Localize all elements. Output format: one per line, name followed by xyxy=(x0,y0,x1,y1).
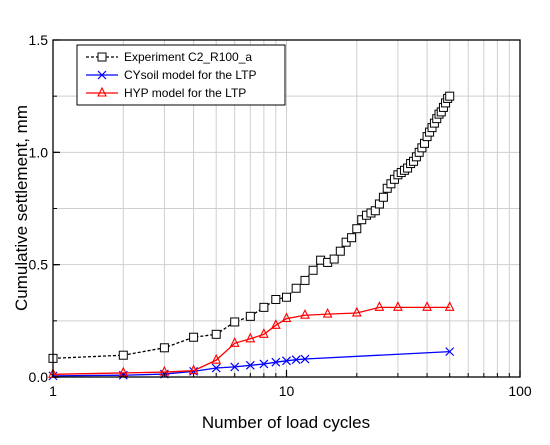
data-point-square xyxy=(118,350,128,360)
data-point-x xyxy=(271,357,281,367)
data-point-square xyxy=(189,332,199,342)
data-point-x xyxy=(291,355,301,365)
legend-item: HYP model for the LTP xyxy=(86,86,246,100)
x-tick-label: 1 xyxy=(49,383,57,399)
data-point-x xyxy=(445,347,455,357)
data-point-x-stroke xyxy=(300,354,310,364)
data-point-square xyxy=(245,311,255,321)
data-point-square xyxy=(308,265,318,275)
data-point-triangle xyxy=(229,337,240,347)
data-point-square xyxy=(259,302,269,312)
y-axis-title: Cumulative settlement, mm xyxy=(12,105,31,311)
legend-item: Experiment C2_R100_a xyxy=(86,50,252,64)
data-point-triangle xyxy=(245,332,256,343)
data-point-x-stroke xyxy=(282,356,291,366)
series-1 xyxy=(48,91,455,363)
x-tick-label: 10 xyxy=(279,383,295,399)
series-layer xyxy=(48,91,455,381)
y-tick-label: 1.5 xyxy=(29,32,49,48)
data-point-square xyxy=(329,254,339,264)
data-point-x-stroke xyxy=(271,357,281,367)
data-point-square xyxy=(335,246,345,256)
data-point-triangle xyxy=(281,312,292,323)
data-point-square xyxy=(445,91,455,101)
data-point-triangle xyxy=(211,353,222,364)
legend-label: Experiment C2_R100_a xyxy=(124,50,252,64)
data-point-x-stroke xyxy=(211,363,221,373)
data-point-square xyxy=(230,317,240,327)
data-point-square xyxy=(378,192,388,202)
data-point-triangle xyxy=(300,308,310,319)
data-point-square xyxy=(271,294,281,304)
data-point-triangle xyxy=(351,306,362,317)
data-point-x xyxy=(300,354,310,364)
data-point-x-stroke xyxy=(445,347,455,357)
data-point-triangle xyxy=(374,301,385,311)
data-point-square xyxy=(352,224,362,234)
y-tick-label: 0.5 xyxy=(29,257,49,273)
y-tick-label: 1.0 xyxy=(29,144,49,160)
data-point-x-stroke xyxy=(291,355,301,365)
data-point-x xyxy=(282,356,291,366)
data-point-x xyxy=(245,360,255,370)
x-axis-title: Number of load cycles xyxy=(202,413,370,432)
series-2 xyxy=(48,347,455,381)
data-point-square xyxy=(347,233,357,243)
series-line xyxy=(52,306,450,375)
data-point-square xyxy=(282,292,291,302)
data-point-triangle xyxy=(270,319,281,329)
data-point-x xyxy=(211,363,221,373)
legend-label: CYsoil model for the LTP xyxy=(124,68,257,82)
data-point-triangle xyxy=(97,86,107,97)
data-point-triangle xyxy=(444,301,455,311)
data-point-x-stroke xyxy=(230,362,240,372)
legend: Experiment C2_R100_a CYsoil model for the… xyxy=(76,44,286,106)
data-point-square xyxy=(300,275,310,285)
y-tick-label: 0.0 xyxy=(29,369,49,385)
legend-label: HYP model for the LTP xyxy=(124,86,246,100)
data-point-x-stroke xyxy=(97,70,107,80)
data-point-triangle xyxy=(422,301,432,311)
data-point-triangle xyxy=(393,301,403,311)
data-point-triangle xyxy=(322,307,333,318)
data-point-square xyxy=(291,283,301,293)
data-point-x xyxy=(230,362,240,372)
data-point-square xyxy=(97,52,107,62)
data-point-x-stroke xyxy=(245,360,255,370)
data-point-square xyxy=(211,329,221,339)
x-tick-label: 100 xyxy=(508,383,532,399)
data-point-square xyxy=(159,343,169,353)
data-point-x xyxy=(97,70,107,80)
data-point-x xyxy=(259,359,269,369)
legend-item: CYsoil model for the LTP xyxy=(86,68,257,82)
data-point-x-stroke xyxy=(259,359,269,369)
ticks: 1 10 100 0.0 0.5 1.0 1.5 xyxy=(29,32,532,399)
data-point-triangle xyxy=(258,328,269,338)
